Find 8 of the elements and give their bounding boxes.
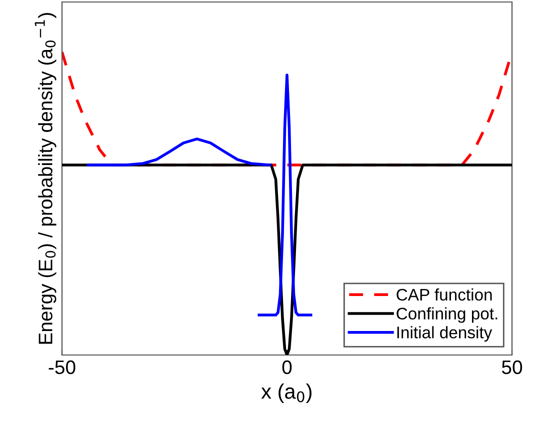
- x-tick-label: 50: [502, 360, 522, 374]
- legend-label: CAP function: [396, 288, 492, 301]
- x-axis-title: x (a$_{0}$): [261, 384, 312, 403]
- y-axis-title: Energy (E$_{0}$) / probability density (a$_{0}$$^{−1}$): [34, 13, 56, 344]
- x-tick-label: 0: [282, 360, 292, 374]
- legend-label: Confining pot.: [396, 307, 498, 323]
- legend-label: Initial density: [397, 326, 492, 342]
- x-tick-label: -50: [48, 360, 76, 374]
